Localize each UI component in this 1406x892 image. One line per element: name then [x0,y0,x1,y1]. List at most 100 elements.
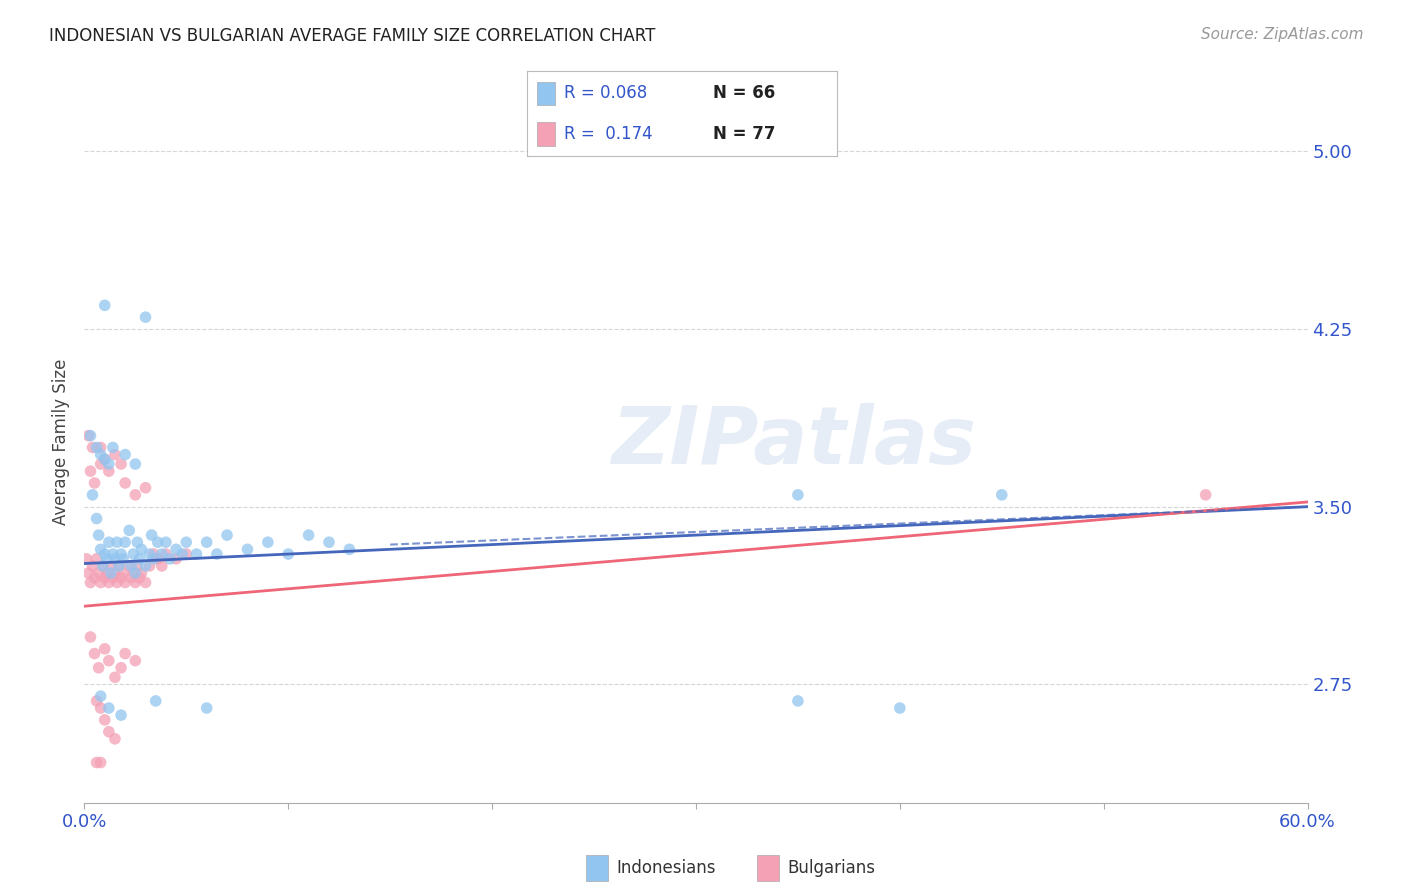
Point [104,670,127,684]
Point [174,547,197,561]
Point [90,441,112,455]
Point [110,708,132,723]
Point [83,571,105,585]
Point [155,547,177,561]
Point [82,441,104,455]
Point [257,535,280,549]
Point [120,571,142,585]
Point [101,441,124,455]
Point [77,566,100,580]
Point [114,535,136,549]
Point [165,551,187,566]
Bar [586,855,607,880]
Point [86,441,108,455]
Point [86,511,108,525]
Point [174,535,197,549]
Point [97,724,120,739]
Point [96,551,118,566]
Point [97,535,120,549]
Point [90,701,112,715]
Point [138,547,160,561]
Point [93,452,115,467]
Y-axis label: Average Family Size: Average Family Size [52,359,70,524]
Point [298,528,321,542]
Point [135,575,157,590]
Point [138,558,160,573]
Text: N = 77: N = 77 [713,126,775,144]
Point [120,558,142,573]
Point [889,701,911,715]
Point [87,661,110,675]
Text: N = 66: N = 66 [713,84,775,102]
Point [124,575,146,590]
Point [90,575,112,590]
Point [110,571,132,585]
Point [135,310,157,325]
Point [128,551,150,566]
Point [108,558,131,573]
Point [135,558,157,573]
Point [83,475,105,490]
Point [100,566,122,580]
Point [79,807,101,822]
Point [172,547,194,561]
Point [77,428,100,442]
Point [87,566,110,580]
Point [79,428,101,442]
Bar [758,855,779,880]
Point [90,689,112,703]
Point [114,575,136,590]
Point [145,694,167,708]
Point [146,535,169,549]
Point [318,535,340,549]
Point [1195,488,1218,502]
Point [90,756,112,770]
Point [91,558,114,573]
Point [93,641,115,656]
Point [124,654,146,668]
Point [118,524,141,538]
Text: ZIPatlas: ZIPatlas [612,402,976,481]
Point [142,551,165,566]
Point [114,647,136,661]
Point [93,298,115,312]
Point [112,551,135,566]
Point [104,551,127,566]
Point [165,542,187,557]
Point [97,457,120,471]
Point [124,566,146,580]
Point [104,448,127,462]
Point [93,547,115,561]
Text: R = 0.068: R = 0.068 [564,84,648,102]
Point [159,551,181,566]
Point [100,558,122,573]
Point [83,647,105,661]
Point [86,694,108,708]
Point [97,701,120,715]
Point [122,566,145,580]
Point [131,542,153,557]
Text: INDONESIAN VS BULGARIAN AVERAGE FAMILY SIZE CORRELATION CHART: INDONESIAN VS BULGARIAN AVERAGE FAMILY S… [49,27,655,45]
Point [110,661,132,675]
Point [96,566,118,580]
Point [135,481,157,495]
Point [93,713,115,727]
Point [75,551,97,566]
Point [127,558,149,573]
Point [155,535,177,549]
Point [142,547,165,561]
Point [104,566,127,580]
Point [195,535,218,549]
Text: Indonesians: Indonesians [616,859,716,877]
Point [186,547,208,561]
Point [118,558,141,573]
Point [79,464,101,478]
Point [90,457,112,471]
Point [217,528,239,542]
Point [97,464,120,478]
Point [141,528,163,542]
Point [114,475,136,490]
Point [150,547,173,561]
Point [787,488,810,502]
Point [90,542,112,557]
